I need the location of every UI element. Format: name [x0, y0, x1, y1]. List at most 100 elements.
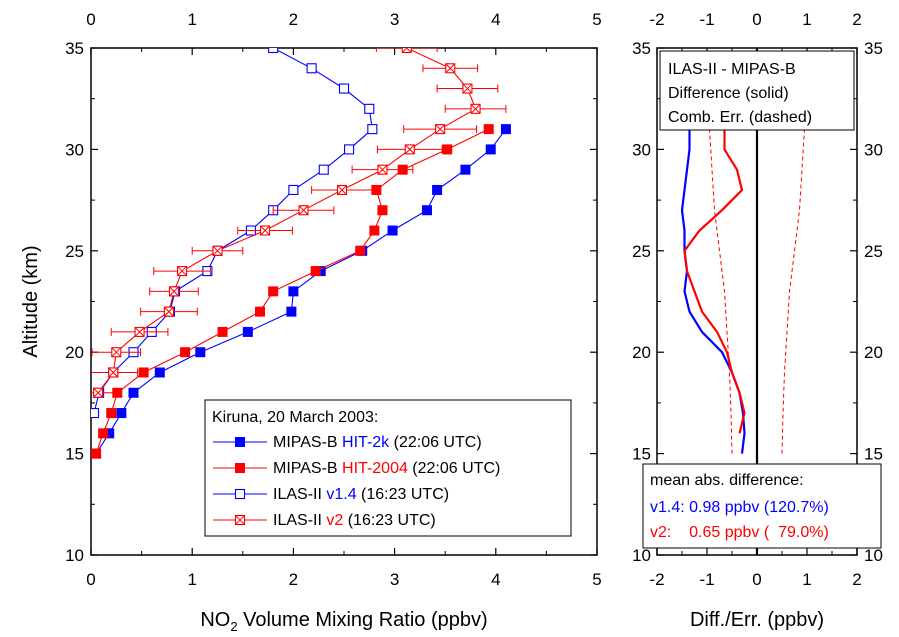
marker-cross: [435, 124, 445, 134]
right-x-tick-label-top: 2: [852, 10, 861, 29]
marker-cross: [337, 185, 347, 195]
right-x-tick-label-bottom: -1: [699, 570, 714, 589]
legend-prefix: ILAS-II: [273, 512, 326, 529]
marker-filled-square: [355, 245, 366, 256]
legend-prefix: ILAS-II: [273, 486, 326, 503]
marker-filled-square: [116, 408, 127, 419]
marker-cross: [134, 327, 145, 337]
marker-cross: [212, 245, 223, 256]
left-y-tick-label: 25: [65, 242, 84, 261]
left-x-axis-title: NO2 Volume Mixing Ratio (ppbv): [200, 609, 487, 634]
left-x-tick-label-top: 3: [390, 10, 399, 29]
series-line: [97, 48, 477, 394]
legend-suffix: (22:06 UTC): [389, 434, 481, 451]
marker-cross: [470, 103, 481, 114]
marker-filled-square: [235, 463, 245, 473]
legend-entry: MIPAS-B HIT-2004 (22:06 UTC): [273, 460, 500, 477]
diff-series-2: [709, 129, 733, 454]
right-x-tick-label-top: 1: [802, 10, 811, 29]
marker-open-square: [306, 63, 317, 74]
left-x-tick-label-bottom: 0: [86, 570, 95, 589]
marker-open-square: [288, 184, 299, 196]
right-y-tick-label-right: 15: [864, 445, 883, 464]
left-y-tick-label: 10: [65, 546, 84, 565]
legend-prefix: MIPAS-B: [273, 434, 342, 451]
x-axis-title-part: Volume Mixing Ratio (ppbv): [238, 609, 488, 631]
stats-title: mean abs. difference:: [650, 472, 804, 489]
right-x-tick-label-bottom: 2: [852, 570, 861, 589]
right-x-tick-label-bottom: -2: [649, 570, 664, 589]
right-x-tick-label-top: 0: [752, 10, 761, 29]
legend-entry: ILAS-II v2 (16:23 UTC): [273, 512, 436, 529]
marker-filled-square: [500, 124, 511, 135]
left-y-axis-title: Altitude (km): [20, 245, 42, 357]
stats-box: [642, 463, 882, 549]
left-x-tick-label-top: 4: [491, 10, 500, 29]
marker-filled-square: [235, 437, 245, 447]
marker-cross: [164, 306, 174, 317]
marker-cross: [177, 266, 187, 276]
marker-filled-square: [138, 367, 149, 378]
left-y-tick-label: 35: [65, 39, 84, 58]
marker-cross: [93, 387, 103, 398]
legend-suffix: (16:23 UTC): [357, 486, 449, 503]
right-y-tick-label-right: 20: [864, 343, 883, 362]
marker-filled-square: [369, 225, 380, 236]
legend-entry: ILAS-II v1.4 (16:23 UTC): [273, 486, 449, 503]
legend-version: v1.4: [326, 486, 356, 503]
right-x-tick-label-top: -1: [699, 10, 714, 29]
marker-filled-square: [128, 387, 139, 398]
series-2: [91, 48, 378, 419]
left-x-tick-label-top: 5: [592, 10, 601, 29]
left-y-tick-label: 20: [65, 343, 84, 362]
left-x-tick-label-top: 2: [289, 10, 298, 29]
left-x-tick-label-bottom: 5: [592, 570, 601, 589]
marker-open-square: [318, 164, 329, 175]
diff-series-3: [781, 129, 805, 454]
series-3: [91, 48, 507, 398]
series-line: [93, 48, 373, 414]
marker-cross: [406, 48, 412, 53]
marker-filled-square: [91, 448, 102, 459]
left-x-tick-label-bottom: 3: [390, 570, 399, 589]
x-axis-title-subscript: 2: [230, 619, 237, 634]
right-y-tick-label-left: 25: [632, 242, 651, 261]
marker-cross: [260, 225, 270, 236]
marker-filled-square: [217, 326, 228, 337]
marker-filled-square: [377, 205, 388, 216]
left-x-tick-label-top: 0: [86, 10, 95, 29]
right-y-tick-label-right: 35: [864, 39, 883, 58]
marker-cross: [169, 286, 179, 297]
marker-filled-square: [242, 326, 253, 337]
right-y-tick-label-right: 30: [864, 140, 883, 159]
annotation-line: Difference (solid): [668, 85, 789, 102]
marker-filled-square: [288, 286, 299, 297]
right-series: [680, 129, 805, 454]
left-x-tick-label-bottom: 2: [289, 570, 298, 589]
marker-cross: [111, 347, 122, 358]
marker-crossed-square: [401, 48, 412, 54]
legend-version: HIT-2004: [342, 460, 408, 477]
marker-filled-square: [106, 408, 117, 419]
marker-cross: [377, 164, 388, 175]
marker-filled-square: [268, 286, 279, 297]
left-x-tick-label-bottom: 4: [491, 570, 500, 589]
annotation-line: ILAS-II - MIPAS-B: [668, 61, 796, 78]
right-y-tick-label-left: 30: [632, 140, 651, 159]
marker-cross: [404, 144, 415, 155]
legend-suffix: (16:23 UTC): [343, 512, 435, 529]
marker-open-square: [268, 48, 279, 54]
diff-series-0: [680, 129, 746, 454]
marker-filled-square: [432, 184, 443, 195]
right-x-tick-label-top: -2: [649, 10, 664, 29]
marker-open-square: [91, 407, 100, 419]
marker-open-square: [234, 488, 246, 500]
marker-cross: [445, 63, 456, 74]
marker-filled-square: [421, 205, 432, 216]
right-y-tick-label-left: 15: [632, 445, 651, 464]
marker-filled-square: [310, 266, 321, 277]
marker-cross: [298, 205, 309, 216]
left-x-tick-label-bottom: 1: [187, 570, 196, 589]
right-y-tick-label-left: 35: [632, 39, 651, 58]
